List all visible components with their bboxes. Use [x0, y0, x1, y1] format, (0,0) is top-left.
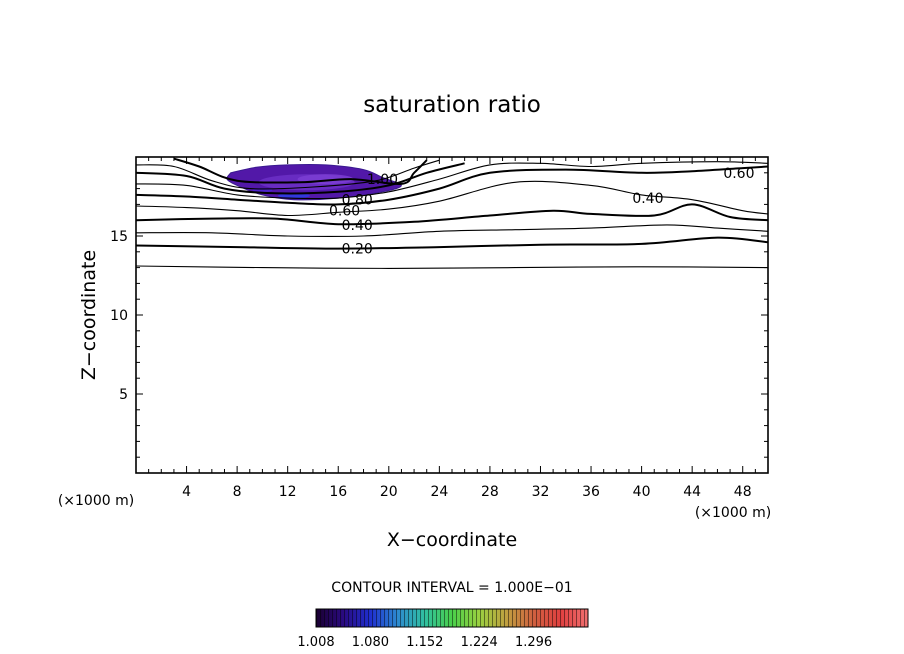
x-tick-label: 48	[734, 484, 752, 500]
x-tick-label: 32	[532, 484, 550, 500]
colorbar-stripes	[316, 609, 588, 627]
x-unit-left: (×1000 m)	[58, 493, 134, 509]
contour-labels: 1.000.800.600.400.200.600.40	[329, 166, 755, 258]
contour-label: 1.00	[367, 172, 398, 188]
chart-title: saturation ratio	[363, 92, 541, 118]
contour-line	[136, 165, 768, 206]
x-axis-title: X−coordinate	[387, 529, 517, 551]
x-tick-label: 16	[329, 484, 347, 500]
contour-line	[136, 224, 768, 238]
colorbar-tick-label: 1.296	[515, 635, 552, 650]
x-tick-label: 40	[633, 484, 651, 500]
contour-line	[173, 157, 428, 185]
x-tick-label: 4	[182, 484, 191, 500]
contour-label: 0.20	[342, 242, 373, 258]
colorbar-tick-label: 1.152	[406, 635, 443, 650]
contour-label: 0.60	[329, 204, 360, 220]
plot-frame	[135, 156, 769, 474]
y-tick-label: 5	[119, 387, 128, 403]
contour-line	[136, 236, 768, 250]
contour-line	[136, 203, 768, 226]
contour-label: 0.40	[632, 191, 663, 207]
x-tick-label: 12	[279, 484, 297, 500]
x-tick-label: 8	[233, 484, 242, 500]
colorbar-ticks: 1.008 1.080 1.152 1.224 1.296	[297, 635, 552, 650]
y-tick-label: 15	[110, 229, 128, 245]
contour-line	[136, 159, 440, 190]
colorbar: 1.008 1.080 1.152 1.224 1.296	[297, 608, 589, 650]
y-tick-label: 10	[110, 308, 128, 324]
x-tick-label: 36	[582, 484, 600, 500]
x-tick-label: 20	[380, 484, 398, 500]
x-unit-right: (×1000 m)	[695, 505, 771, 521]
contour-label: 0.80	[342, 193, 373, 209]
x-tick-label: 24	[430, 484, 448, 500]
y-axis-title: Z−coordinate	[78, 250, 100, 380]
x-tick-label: 44	[683, 484, 701, 500]
contour-line	[136, 180, 768, 217]
x-axis-ticks: 4 8 12 16 20 24 28 32 36 40 44 48	[148, 157, 756, 500]
contour-label: 0.40	[342, 218, 373, 234]
y-axis-ticks: 5 10 15	[110, 172, 768, 458]
x-tick-label: 28	[481, 484, 499, 500]
colorbar-frame	[315, 608, 589, 628]
contour-label: 0.60	[723, 166, 754, 182]
colorbar-tick-label: 1.224	[461, 635, 498, 650]
colorbar-tick-label: 1.080	[352, 635, 389, 650]
contour-line	[136, 265, 768, 269]
contour-interval-text: CONTOUR INTERVAL = 1.000E−01	[331, 580, 572, 596]
colorbar-tick-label: 1.008	[297, 635, 334, 650]
contour-line	[136, 162, 465, 195]
contour-lines	[136, 157, 768, 269]
